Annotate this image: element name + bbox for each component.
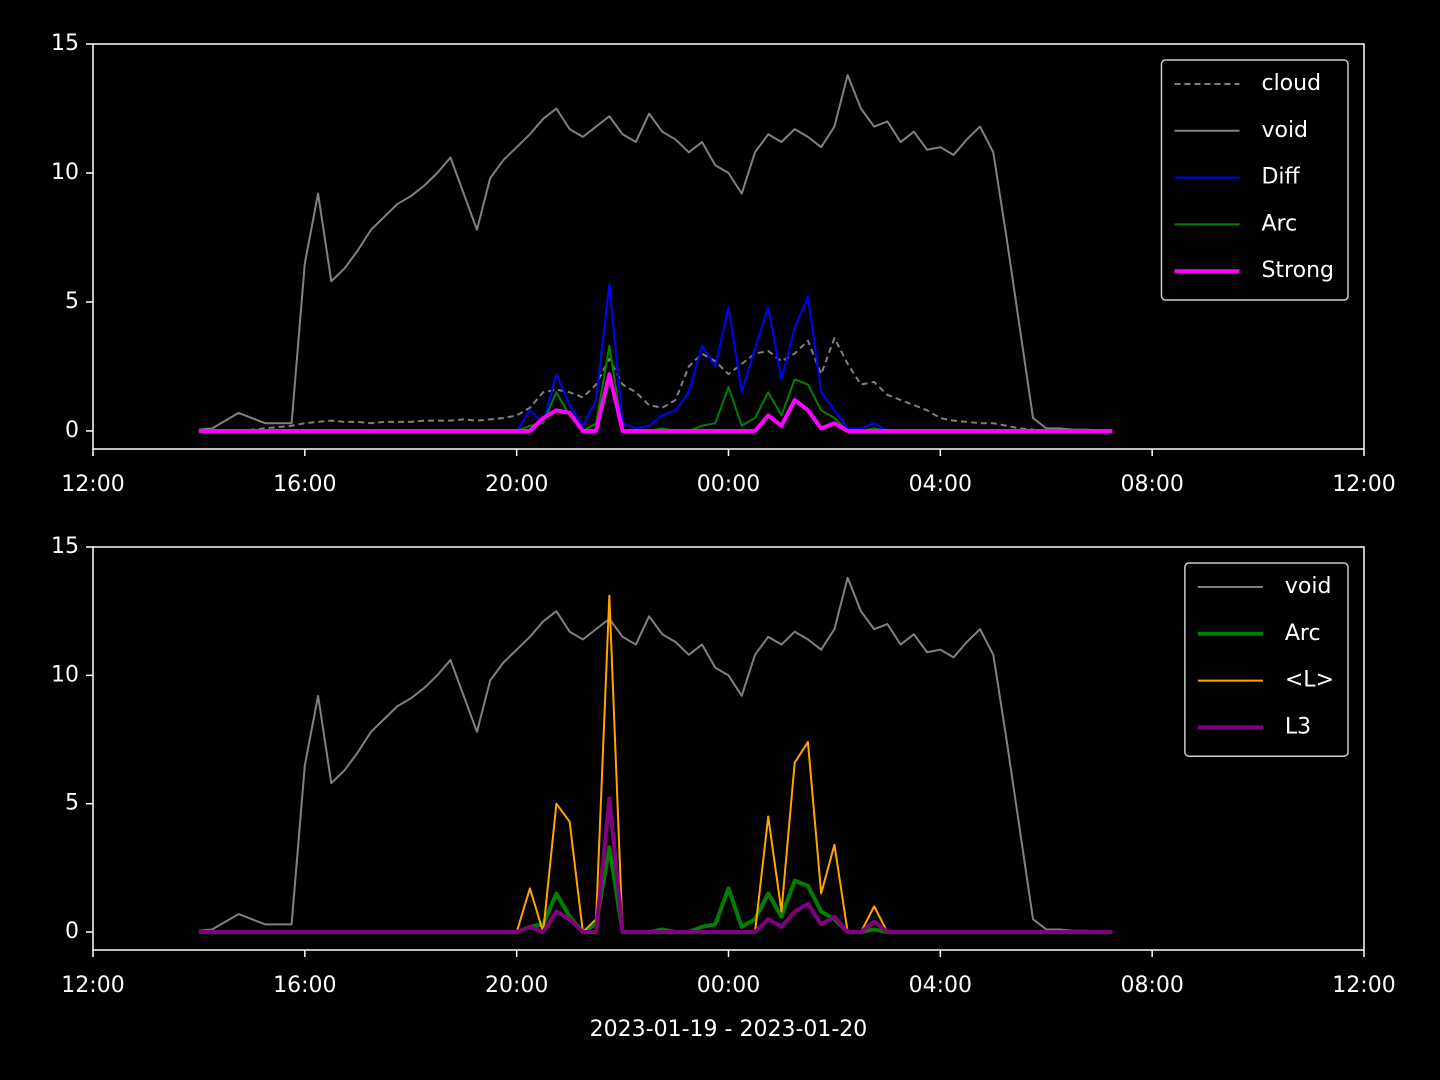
series-line <box>198 372 1113 433</box>
legend-frame <box>1184 562 1349 757</box>
y-tick-label: 5 <box>65 289 79 314</box>
series-line <box>198 576 1113 933</box>
legend: void Arc <L> L3 <box>1184 562 1349 757</box>
legend-label: Strong <box>1261 258 1334 283</box>
legend-label: Diff <box>1261 165 1300 190</box>
x-tick-label: 08:00 <box>1120 973 1183 998</box>
x-tick-label: 04:00 <box>909 472 972 497</box>
series-line <box>198 594 1113 934</box>
legend-label: void <box>1261 118 1308 143</box>
series-line <box>198 344 1113 432</box>
series-line <box>198 796 1113 935</box>
y-tick-label: 15 <box>51 31 79 56</box>
y-tick-label: 10 <box>51 160 79 185</box>
y-tick-label: 15 <box>51 534 79 559</box>
series-line <box>198 845 1113 935</box>
series-line <box>198 337 1113 432</box>
legend-label: cloud <box>1261 71 1321 96</box>
x-tick-label: 20:00 <box>485 973 548 998</box>
y-tick-label: 10 <box>51 662 79 687</box>
legend-label: Arc <box>1261 211 1297 236</box>
legend-label: Arc <box>1285 621 1321 646</box>
series-line <box>198 282 1113 432</box>
legend-label: <L> <box>1285 668 1334 693</box>
x-tick-label: 00:00 <box>697 973 760 998</box>
x-tick-label: 12:00 <box>1332 973 1395 998</box>
legend-frame <box>1160 59 1349 301</box>
x-tick-label: 04:00 <box>909 973 972 998</box>
x-tick-label: 16:00 <box>273 472 336 497</box>
legend-label: L3 <box>1285 714 1311 739</box>
y-tick-label: 5 <box>65 791 79 816</box>
x-tick-label: 16:00 <box>273 973 336 998</box>
x-tick-label: 12:00 <box>61 472 124 497</box>
x-axis-label: 2023-01-19 - 2023-01-20 <box>590 1017 868 1042</box>
legend-label: void <box>1285 574 1332 599</box>
x-tick-label: 12:00 <box>61 973 124 998</box>
x-tick-label: 08:00 <box>1120 472 1183 497</box>
legend: cloud void Diff Arc Strong <box>1160 59 1349 301</box>
y-tick-label: 0 <box>65 919 79 944</box>
x-tick-label: 00:00 <box>697 472 760 497</box>
series-line <box>198 73 1113 432</box>
x-tick-label: 12:00 <box>1332 472 1395 497</box>
y-tick-label: 0 <box>65 418 79 443</box>
x-tick-label: 20:00 <box>485 472 548 497</box>
